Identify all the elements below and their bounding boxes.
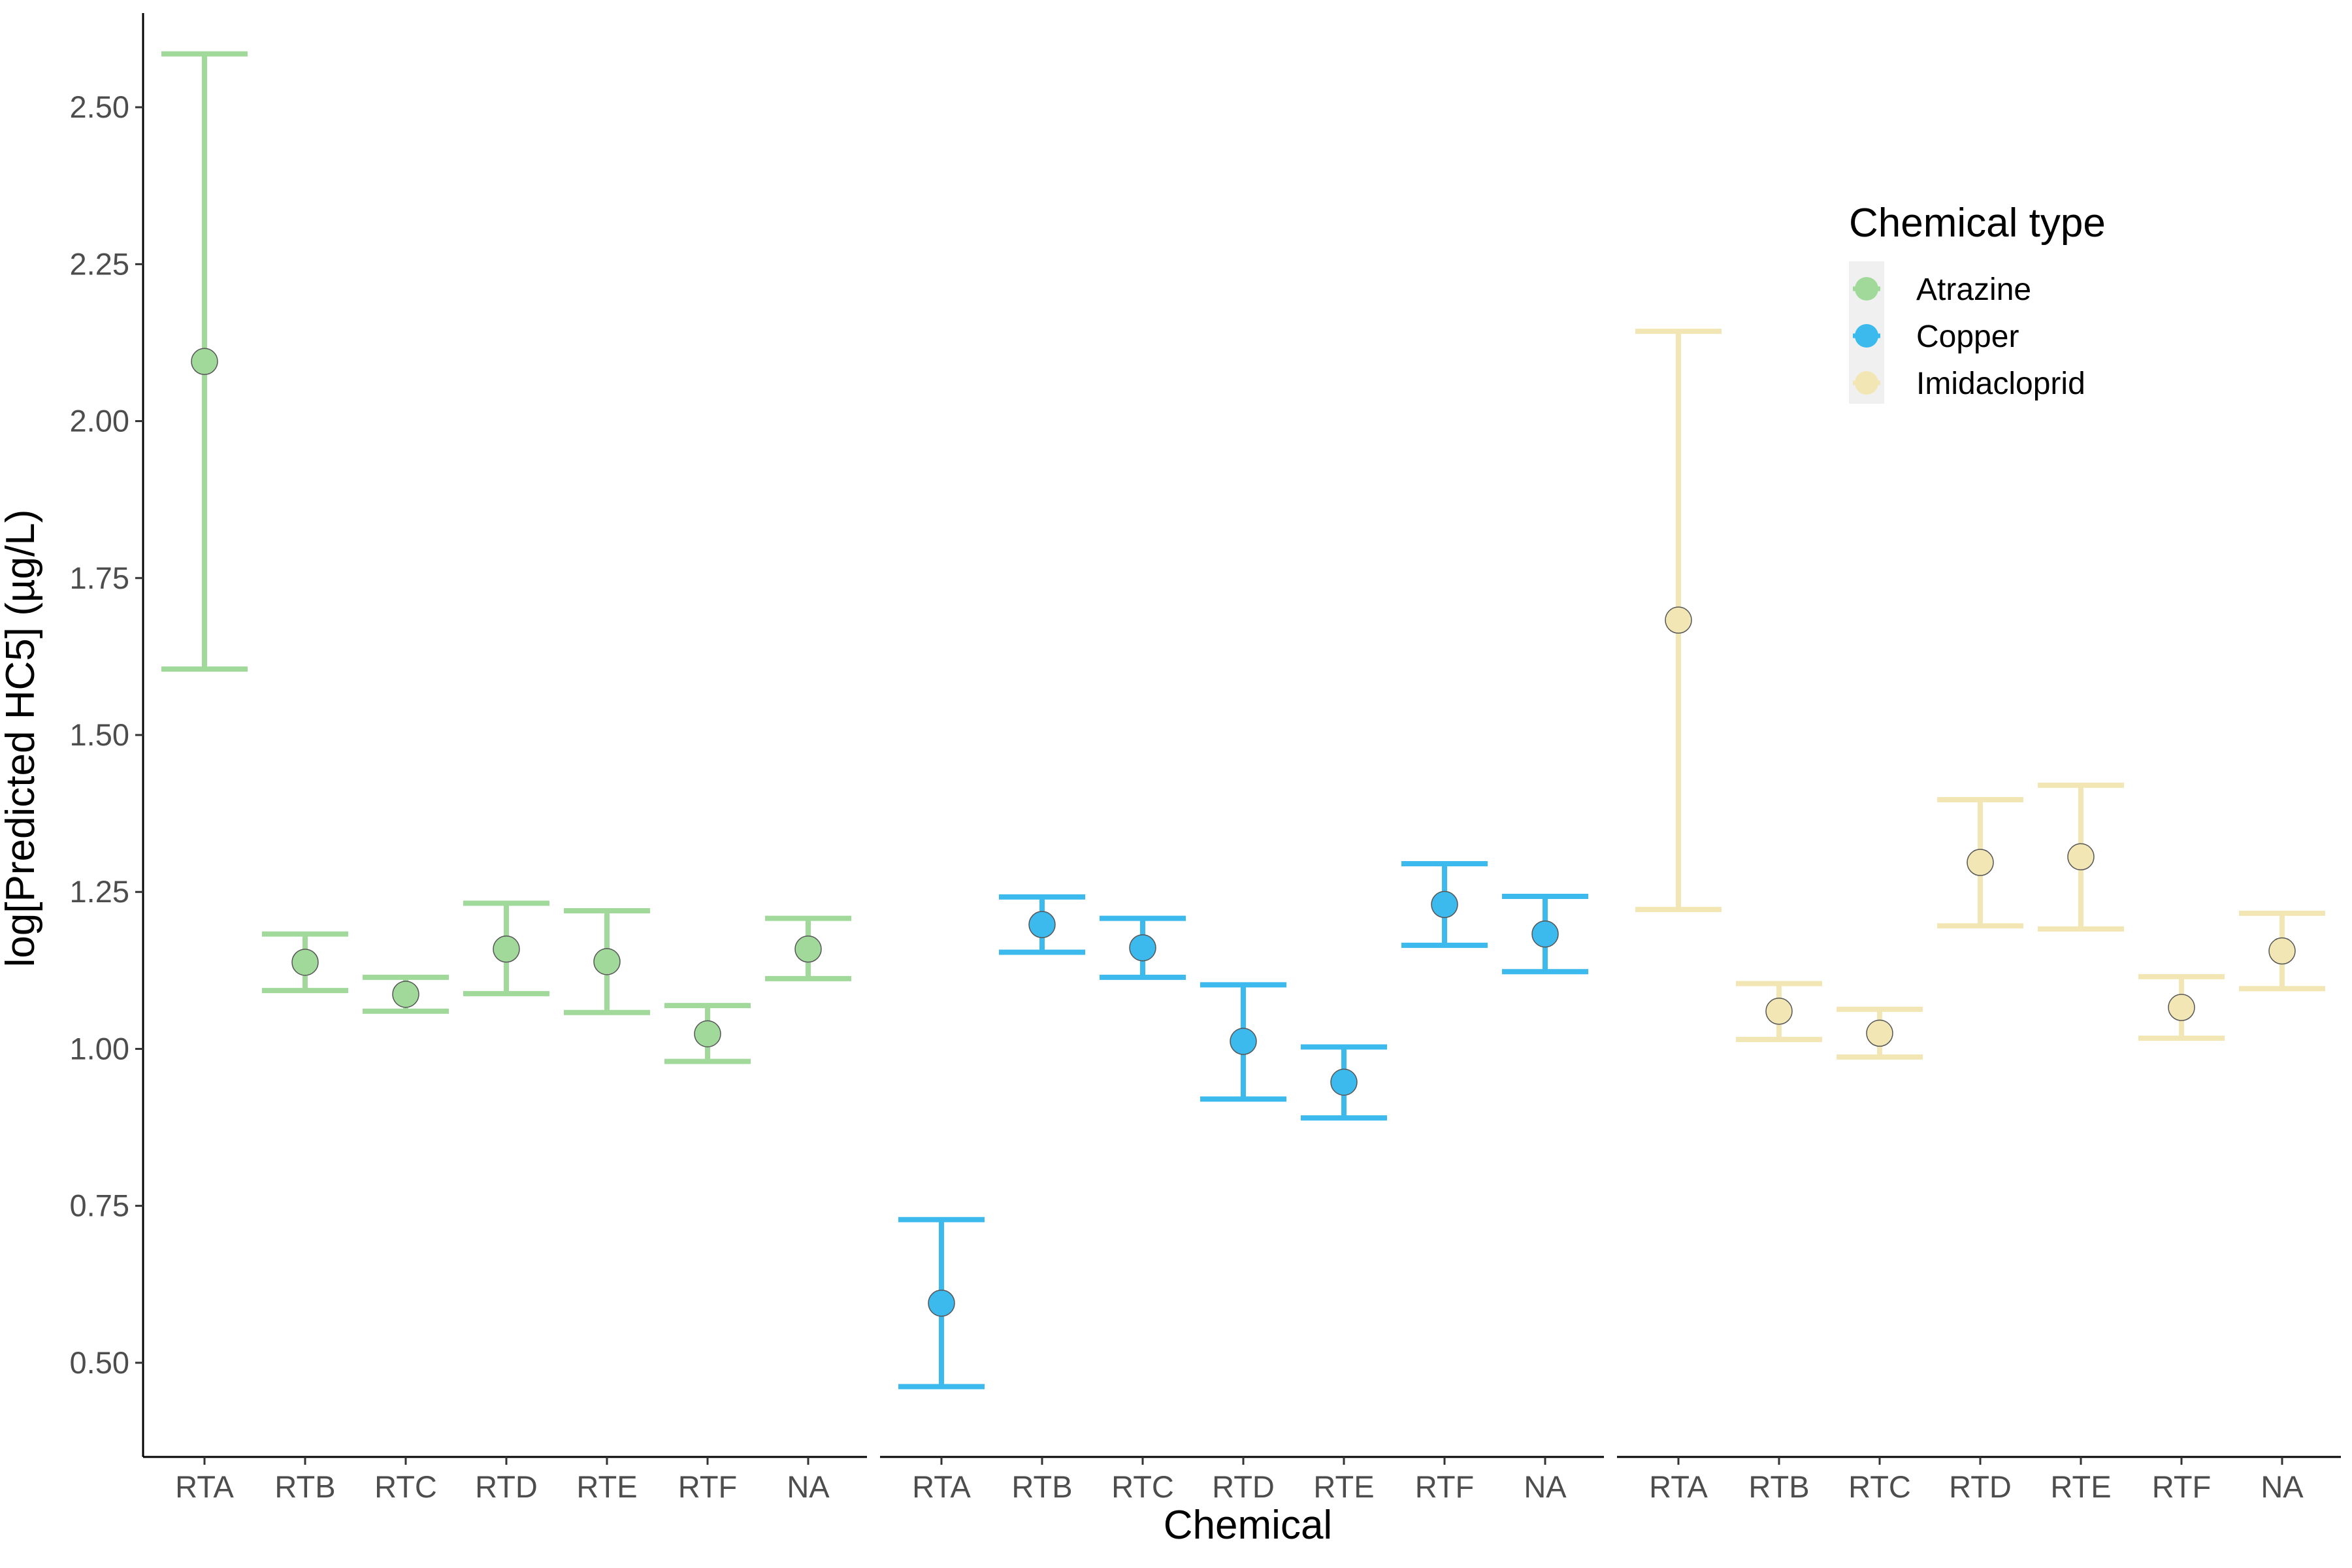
x-tick-label: RTF [2152,1469,2212,1504]
legend-item: Imidacloprid [1853,367,2085,401]
data-point [191,348,218,376]
legend-item: Atrazine [1853,272,2031,307]
panel-imidacloprid: RTA RTB RTC RTD RTE RTF NA [1617,329,2341,1504]
y-tick-label: 2.50 [70,90,129,124]
y-tick-label: 0.75 [70,1188,129,1223]
data-point [1028,911,1056,938]
x-tick-label: RTF [678,1469,738,1504]
legend-key-point [1855,324,1878,348]
x-tick-label: NA [1524,1469,1567,1504]
data-point [1129,934,1156,962]
y-tick-label: 1.25 [70,874,129,909]
x-tick-label: RTB [1011,1469,1072,1504]
data-point [1765,998,1793,1025]
x-tick-label: RTA [912,1469,971,1504]
data-point [392,981,419,1008]
legend-key-point [1855,371,1878,395]
legend-label: Atrazine [1916,272,2031,307]
panel-atrazine: RTA RTB RTC RTD RTE RTF NA [143,51,867,1504]
x-tick-label: RTF [1415,1469,1475,1504]
x-tick-label: RTA [175,1469,234,1504]
x-tick-label: RTA [1649,1469,1708,1504]
legend-title: Chemical type [1849,201,2106,246]
data-point [694,1020,721,1048]
facet-panels: RTA RTB RTC RTD RTE RTF NA RTA RTB RTC RTD RTE RTF NA… [143,51,2341,1504]
legend-label: Imidacloprid [1916,367,2085,401]
x-tick-label: RTE [2050,1469,2111,1504]
data-point [1531,920,1559,948]
y-tick-label: 0.50 [70,1345,129,1380]
x-tick-label: RTE [1313,1469,1374,1504]
data-point [2168,994,2195,1021]
data-point [1330,1068,1358,1096]
y-axis: 0.50 0.75 1.00 1.25 1.50 1.75 2.00 2.25 2.50 [70,13,144,1457]
y-tick-label: 2.25 [70,246,129,281]
data-point [1967,849,1994,876]
data-point [928,1289,955,1317]
y-axis-title: log[Predicted HC5] (µg/L) [0,510,43,968]
legend: Chemical type Atrazine Copper Imidacloprid [1849,201,2106,404]
legend-key-point [1855,277,1878,301]
y-tick-label: 1.00 [70,1031,129,1066]
data-point [794,935,822,963]
x-tick-label: RTD [475,1469,538,1504]
x-tick-label: RTC [374,1469,437,1504]
data-point [291,949,319,976]
data-point [1431,890,1458,919]
x-axis-title: Chemical [1164,1503,1332,1548]
panel-copper: RTA RTB RTC RTD RTE RTF NA [880,860,1604,1504]
x-tick-label: RTD [1212,1469,1275,1504]
data-point [2268,937,2296,965]
legend-item: Copper [1853,319,2019,354]
x-tick-label: RTB [1748,1469,1809,1504]
data-point [1230,1028,1257,1055]
y-tick-label: 1.50 [70,717,129,752]
x-tick-label: NA [2261,1469,2304,1504]
x-tick-label: NA [787,1469,830,1504]
y-tick-label: 1.75 [70,561,129,595]
legend-keys: Atrazine Copper Imidacloprid [1849,261,2085,404]
data-point [593,948,621,975]
x-tick-label: RTE [576,1469,637,1504]
data-point [1866,1019,1893,1047]
data-point [493,935,520,963]
y-tick-label: 2.00 [70,404,129,438]
x-tick-label: RTD [1949,1469,2012,1504]
legend-label: Copper [1916,319,2019,354]
x-tick-label: RTC [1111,1469,1174,1504]
x-tick-label: RTC [1848,1469,1911,1504]
data-point [2067,843,2095,871]
data-point [1665,606,1692,634]
x-tick-label: RTB [274,1469,335,1504]
